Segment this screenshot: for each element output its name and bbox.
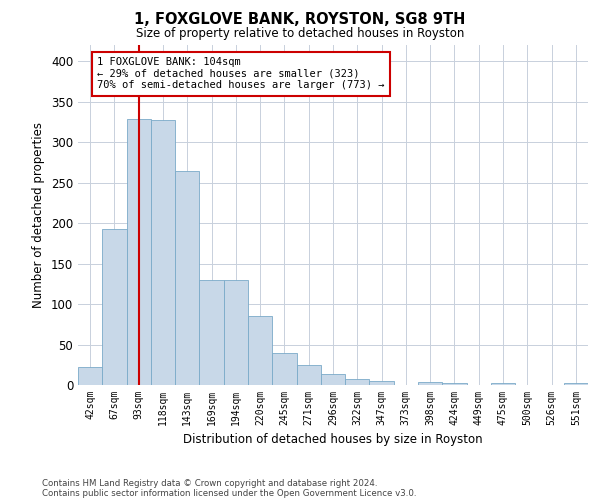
Bar xyxy=(296,365,321,385)
Text: 1 FOXGLOVE BANK: 104sqm
← 29% of detached houses are smaller (323)
70% of semi-d: 1 FOXGLOVE BANK: 104sqm ← 29% of detache… xyxy=(97,57,385,90)
Bar xyxy=(127,120,151,385)
Text: Contains HM Land Registry data © Crown copyright and database right 2024.: Contains HM Land Registry data © Crown c… xyxy=(42,478,377,488)
Bar xyxy=(370,381,394,385)
Bar xyxy=(491,382,515,385)
Bar xyxy=(224,280,248,385)
Bar xyxy=(248,316,272,385)
Bar xyxy=(78,367,102,385)
Bar xyxy=(418,382,442,385)
Bar xyxy=(175,172,199,385)
Bar xyxy=(564,382,588,385)
Bar xyxy=(321,374,345,385)
Bar xyxy=(345,380,370,385)
Bar xyxy=(272,352,296,385)
Y-axis label: Number of detached properties: Number of detached properties xyxy=(32,122,46,308)
X-axis label: Distribution of detached houses by size in Royston: Distribution of detached houses by size … xyxy=(183,434,483,446)
Text: Contains public sector information licensed under the Open Government Licence v3: Contains public sector information licen… xyxy=(42,488,416,498)
Text: 1, FOXGLOVE BANK, ROYSTON, SG8 9TH: 1, FOXGLOVE BANK, ROYSTON, SG8 9TH xyxy=(134,12,466,28)
Bar xyxy=(442,382,467,385)
Text: Size of property relative to detached houses in Royston: Size of property relative to detached ho… xyxy=(136,28,464,40)
Bar xyxy=(199,280,224,385)
Bar xyxy=(151,120,175,385)
Bar xyxy=(102,229,127,385)
